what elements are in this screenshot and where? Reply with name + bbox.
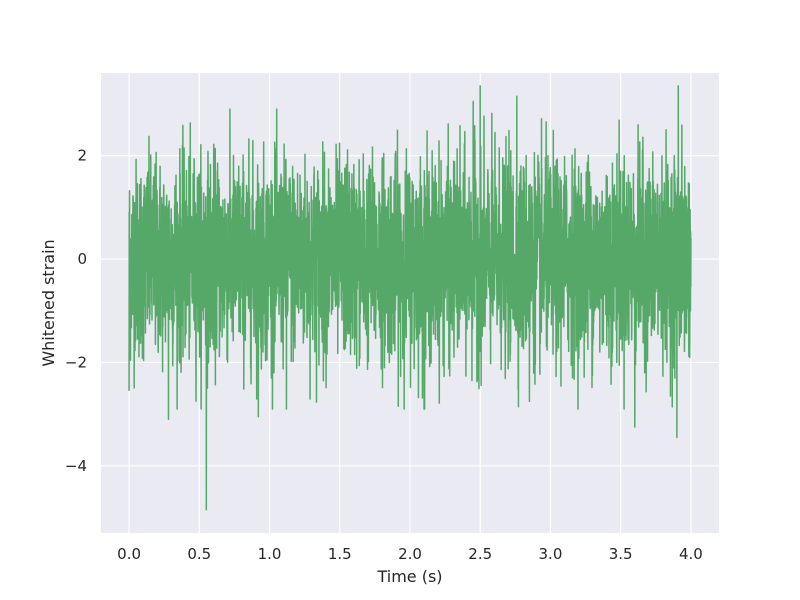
y-ticks: −4 −2 0 2 bbox=[65, 147, 87, 475]
y-tick-label: 2 bbox=[77, 147, 87, 165]
x-tick-label: 0.0 bbox=[117, 545, 141, 563]
x-tick-label: 2.0 bbox=[398, 545, 422, 563]
x-tick-label: 2.5 bbox=[468, 545, 492, 563]
x-ticks: 0.0 0.5 1.0 1.5 2.0 2.5 3.0 3.5 4.0 bbox=[117, 545, 703, 563]
series-group bbox=[128, 85, 692, 511]
x-tick-label: 0.5 bbox=[187, 545, 211, 563]
x-tick-label: 3.0 bbox=[539, 545, 563, 563]
x-tick-label: 3.5 bbox=[609, 545, 633, 563]
x-tick-label: 1.0 bbox=[258, 545, 282, 563]
y-tick-label: −4 bbox=[65, 457, 87, 475]
x-tick-label: 4.0 bbox=[679, 545, 703, 563]
series-line bbox=[128, 85, 692, 511]
y-tick-label: −2 bbox=[65, 353, 87, 371]
y-axis-label: Whitened strain bbox=[39, 239, 58, 366]
x-axis-label: Time (s) bbox=[376, 567, 442, 586]
x-tick-label: 1.5 bbox=[328, 545, 352, 563]
y-tick-label: 0 bbox=[77, 250, 87, 268]
